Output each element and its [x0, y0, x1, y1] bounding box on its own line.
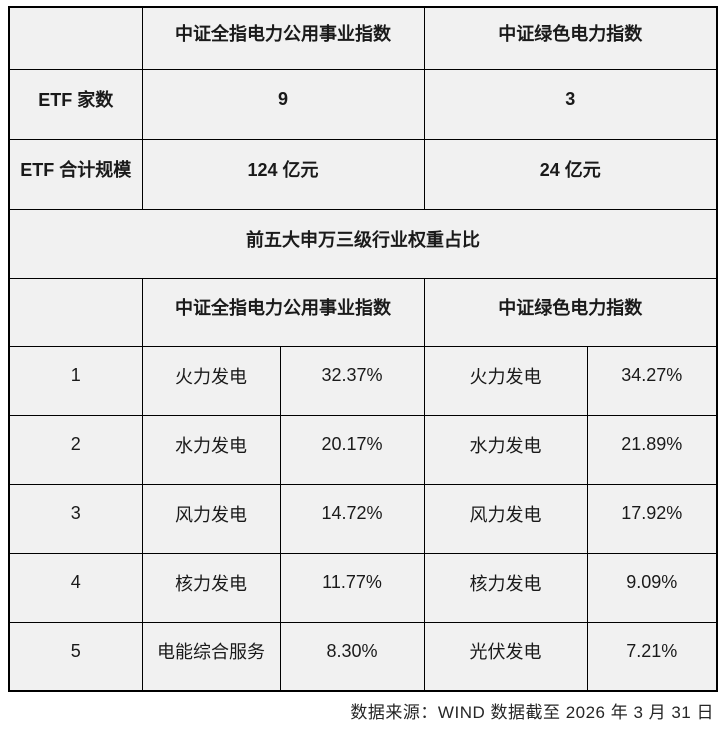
weight-pct-index1: 11.77% [279, 552, 425, 623]
etf-count-label: ETF 家数 [8, 68, 143, 140]
rank-cell: 3 [8, 483, 143, 554]
section-title-row: 前五大申万三级行业权重占比 [8, 208, 718, 279]
weight-pct-index1: 8.30% [279, 621, 425, 692]
rank-cell: 4 [8, 552, 143, 623]
corner-cell [8, 6, 143, 70]
weight-row: 3 风力发电 14.72% 风力发电 17.92% [8, 483, 718, 554]
rank-cell: 2 [8, 414, 143, 485]
industry-name-index2: 火力发电 [423, 345, 588, 416]
weight-row: 1 火力发电 32.37% 火力发电 34.27% [8, 345, 718, 416]
etf-count-index1: 9 [141, 68, 425, 140]
industry-name-index2: 风力发电 [423, 483, 588, 554]
weight-pct-index1: 32.37% [279, 345, 425, 416]
index-header-row: 中证全指电力公用事业指数 中证绿色电力指数 [8, 6, 718, 70]
weight-pct-index1: 14.72% [279, 483, 425, 554]
weight-row: 5 电能综合服务 8.30% 光伏发电 7.21% [8, 621, 718, 692]
weight-pct-index2: 7.21% [586, 621, 718, 692]
weight-pct-index2: 34.27% [586, 345, 718, 416]
data-source-note: 数据来源：WIND 数据截至 2026 年 3 月 31 日 [350, 703, 714, 722]
weight-pct-index2: 17.92% [586, 483, 718, 554]
weight-row: 4 核力发电 11.77% 核力发电 9.09% [8, 552, 718, 623]
weight-row: 2 水力发电 20.17% 水力发电 21.89% [8, 414, 718, 485]
etf-index-comparison-table: 中证全指电力公用事业指数 中证绿色电力指数 ETF 家数 9 3 ETF 合计规… [8, 6, 718, 692]
industry-name-index1: 核力发电 [141, 552, 281, 623]
etf-scale-row: ETF 合计规模 124 亿元 24 亿元 [8, 138, 718, 210]
industry-name-index1: 水力发电 [141, 414, 281, 485]
corner-cell-2 [8, 277, 143, 347]
industry-name-index1: 电能综合服务 [141, 621, 281, 692]
etf-count-index2: 3 [423, 68, 718, 140]
rank-cell: 5 [8, 621, 143, 692]
industry-name-index2: 光伏发电 [423, 621, 588, 692]
weight-pct-index2: 21.89% [586, 414, 718, 485]
weight-pct-index2: 9.09% [586, 552, 718, 623]
industry-name-index2: 水力发电 [423, 414, 588, 485]
section-title: 前五大申万三级行业权重占比 [8, 208, 718, 279]
index1-header: 中证全指电力公用事业指数 [141, 6, 425, 70]
industry-name-index1: 火力发电 [141, 345, 281, 416]
industry-name-index2: 核力发电 [423, 552, 588, 623]
index-header-row-2: 中证全指电力公用事业指数 中证绿色电力指数 [8, 277, 718, 347]
etf-count-row: ETF 家数 9 3 [8, 68, 718, 140]
index1-header-2: 中证全指电力公用事业指数 [141, 277, 425, 347]
weight-pct-index1: 20.17% [279, 414, 425, 485]
etf-scale-label: ETF 合计规模 [8, 138, 143, 210]
etf-scale-index1: 124 亿元 [141, 138, 425, 210]
etf-scale-index2: 24 亿元 [423, 138, 718, 210]
industry-name-index1: 风力发电 [141, 483, 281, 554]
index2-header-2: 中证绿色电力指数 [423, 277, 718, 347]
index2-header: 中证绿色电力指数 [423, 6, 718, 70]
rank-cell: 1 [8, 345, 143, 416]
